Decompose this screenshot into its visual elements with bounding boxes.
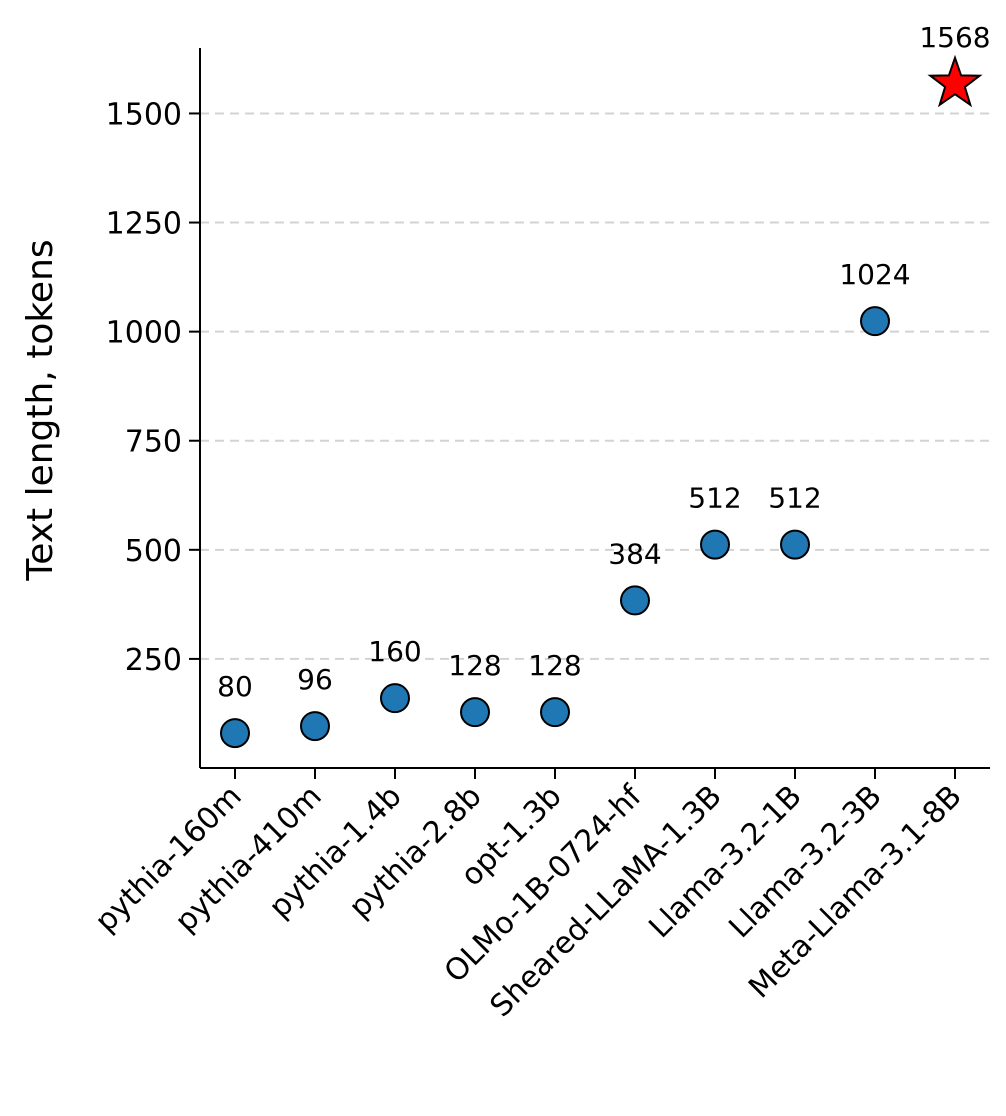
data-point [300, 711, 330, 742]
data-point [700, 529, 730, 560]
data-point [620, 585, 650, 616]
data-point [460, 697, 490, 728]
data-point [220, 718, 250, 749]
data-label: 512 [688, 482, 741, 515]
y-axis-title: Text length, tokens [20, 239, 61, 581]
y-tick-label: 1000 [106, 316, 182, 351]
data-label: 96 [297, 663, 333, 696]
data-label: 512 [768, 482, 821, 515]
data-point [380, 683, 410, 714]
x-ticks: pythia-160mpythia-410mpythia-1.4bpythia-… [88, 768, 969, 1024]
data-label: 128 [528, 649, 581, 682]
y-tick-label: 250 [125, 643, 182, 678]
data-point [780, 529, 810, 560]
data-points [220, 54, 983, 749]
y-tick-label: 1250 [106, 207, 182, 242]
data-label: 384 [608, 537, 661, 570]
star-marker [927, 54, 983, 108]
data-label: 1024 [839, 258, 910, 291]
data-point [860, 306, 890, 337]
axes [199, 48, 990, 769]
y-tick-label: 500 [125, 534, 182, 569]
data-label: 160 [368, 635, 421, 668]
data-point [540, 697, 570, 728]
data-label: 128 [448, 649, 501, 682]
y-tick-label: 750 [125, 425, 182, 460]
data-labels: 80 96 160 128 128 384 512 512 1024 1568 [217, 21, 990, 703]
y-ticks: 250 500 750 1000 1250 1500 [106, 97, 200, 678]
grid-lines [200, 112, 990, 660]
data-label: 80 [217, 670, 253, 703]
y-tick-label: 1500 [106, 97, 182, 132]
data-label: 1568 [919, 21, 990, 54]
